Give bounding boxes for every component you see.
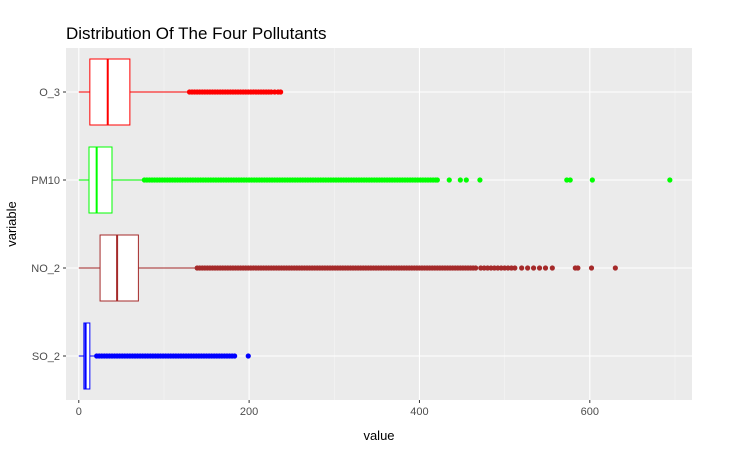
y-tick-label: O_3 (39, 87, 60, 99)
outlier-point (457, 177, 463, 183)
boxplot-pm10 (78, 146, 673, 214)
box (99, 234, 139, 302)
x-tick-label: 600 (581, 406, 599, 418)
boxplot-so-2 (78, 322, 251, 390)
plot-panel (66, 48, 692, 400)
y-axis: O_3 PM10 NO_2 SO_2 (31, 87, 66, 363)
outlier-point (536, 265, 543, 271)
outlier-point (278, 89, 284, 95)
box (88, 146, 113, 214)
outlier-point (525, 265, 531, 271)
outlier-point (232, 353, 238, 359)
outlier-point (612, 265, 618, 271)
x-axis: 0 200 400 600 (76, 400, 599, 418)
outlier-point (588, 265, 595, 271)
chart-title: Distribution Of The Four Pollutants (66, 24, 326, 43)
x-axis-title: value (363, 428, 394, 443)
outlier-point (519, 265, 525, 271)
outlier-point (589, 177, 595, 183)
x-tick-label: 400 (410, 406, 428, 418)
boxplot-no-2 (78, 234, 618, 302)
box (89, 58, 131, 126)
x-tick-label: 0 (76, 406, 82, 418)
y-tick-label: PM10 (31, 175, 60, 187)
box (83, 322, 91, 390)
outlier-point (549, 265, 555, 271)
y-tick-label: NO_2 (31, 263, 60, 275)
boxplot-o-3 (78, 58, 284, 126)
outlier-point (667, 177, 673, 183)
x-tick-label: 200 (240, 406, 258, 418)
outlier-point (512, 265, 518, 271)
outlier-point (530, 265, 537, 271)
y-axis-title: variable (4, 201, 19, 247)
y-tick-label: SO_2 (32, 351, 60, 363)
outlier-point (575, 265, 581, 271)
outlier-point (567, 177, 573, 183)
outlier-point (446, 177, 452, 183)
boxplots (78, 58, 673, 390)
outlier-point (245, 353, 251, 359)
outlier-point (434, 177, 440, 183)
outlier-point (477, 177, 483, 183)
outlier-point (463, 177, 469, 183)
outlier-point (473, 265, 479, 271)
outlier-point (542, 265, 549, 271)
